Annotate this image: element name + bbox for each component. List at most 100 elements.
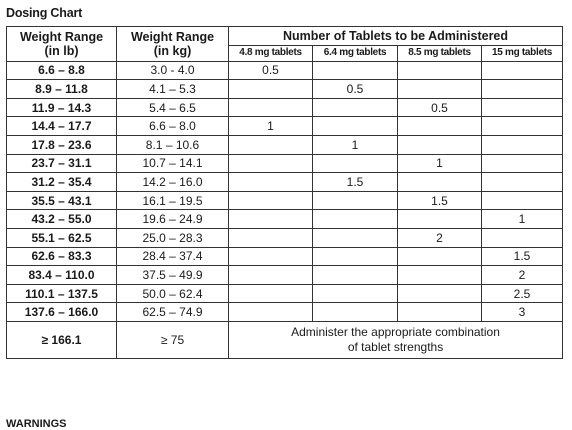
cell-weight-lb: 43.2 – 55.0 [6, 209, 117, 229]
combination-note: Administer the appropriate combination o… [227, 320, 564, 359]
cell-tablet-count [312, 283, 398, 304]
table-row: 110.1 – 137.5 50.0 – 62.4 2.5 [6, 283, 564, 304]
cell-weight-kg: 14.2 – 16.0 [116, 172, 229, 192]
cell-weight-kg: 8.1 – 10.6 [116, 134, 229, 155]
header-weight-lb: Weight Range (in lb) [6, 26, 117, 62]
cell-weight-kg: 10.7 – 14.1 [116, 153, 229, 174]
cell-weight-lb: 83.4 – 110.0 [6, 265, 117, 285]
cell-weight-lb: 11.9 – 14.3 [6, 97, 117, 118]
chart-title: Dosing Chart [6, 6, 83, 20]
cell-weight-kg: 3.0 - 4.0 [116, 60, 229, 81]
cell-tablet-count [228, 172, 313, 192]
cell-tablet-count [397, 209, 482, 229]
cell-tablet-count: 1 [397, 153, 482, 174]
table-row: 14.4 – 17.7 6.6 – 8.0 1 [6, 116, 564, 136]
cell-weight-kg: ≥ 75 [116, 320, 229, 359]
cell-weight-lb: 55.1 – 62.5 [6, 227, 117, 248]
cell-weight-kg: 4.1 – 5.3 [116, 79, 229, 99]
cell-weight-kg: 6.6 – 8.0 [116, 116, 229, 136]
cell-tablet-count [312, 153, 398, 174]
cell-tablet-count [397, 265, 482, 285]
combination-note-line1: Administer the appropriate combination [291, 324, 500, 339]
cell-weight-kg: 19.6 – 24.9 [116, 209, 229, 229]
cell-tablet-count [312, 302, 398, 322]
cell-tablet-count [397, 79, 482, 99]
cell-tablet-count [312, 246, 398, 267]
cell-tablet-count [228, 283, 313, 304]
dosing-table: Weight Range (in lb) Weight Range (in kg) … [6, 26, 564, 359]
header-tablet-8-5mg: 8.5 mg tablets [397, 44, 482, 62]
cell-tablet-count [312, 60, 398, 81]
cell-tablet-count [228, 190, 313, 211]
cell-tablet-count [480, 134, 564, 155]
cell-weight-lb: 137.6 – 166.0 [6, 302, 117, 322]
table-row: 35.5 – 43.1 16.1 – 19.5 1.5 [6, 190, 564, 211]
cell-tablet-count [228, 153, 313, 174]
cell-tablet-count [480, 60, 564, 81]
header-tablets-group: Number of Tablets to be Administered [227, 26, 564, 46]
cell-tablet-count [228, 134, 313, 155]
cell-tablet-count: 1 [312, 134, 398, 155]
table-row: 43.2 – 55.0 19.6 – 24.9 1 [6, 209, 564, 229]
cell-weight-kg: 62.5 – 74.9 [116, 302, 229, 322]
cell-tablet-count [480, 79, 564, 99]
cell-weight-kg: 37.5 – 49.9 [116, 265, 229, 285]
cell-weight-lb: 110.1 – 137.5 [6, 283, 117, 304]
cell-weight-kg: 28.4 – 37.4 [116, 246, 229, 267]
cell-tablet-count [312, 97, 398, 118]
header-weight-kg: Weight Range (in kg) [116, 26, 229, 62]
cell-tablet-count [480, 116, 564, 136]
table-row: 11.9 – 14.3 5.4 – 6.5 0.5 [6, 97, 564, 118]
cell-tablet-count [312, 190, 398, 211]
cell-weight-lb: 62.6 – 83.3 [6, 246, 117, 267]
cell-tablet-count: 1.5 [312, 172, 398, 192]
cell-tablet-count [480, 190, 564, 211]
cell-tablet-count [397, 302, 482, 322]
cell-weight-kg: 16.1 – 19.5 [116, 190, 229, 211]
warnings-heading: WARNINGS [6, 418, 67, 430]
table-row: 137.6 – 166.0 62.5 – 74.9 3 [6, 302, 564, 322]
cell-tablet-count: 3 [480, 302, 564, 322]
cell-tablet-count [480, 227, 564, 248]
cell-tablet-count: 1.5 [397, 190, 482, 211]
cell-tablet-count [397, 116, 482, 136]
table-row: 83.4 – 110.0 37.5 – 49.9 2 [6, 265, 564, 285]
cell-tablet-count [397, 246, 482, 267]
cell-weight-lb: 8.9 – 11.8 [6, 79, 117, 99]
cell-tablet-count [312, 116, 398, 136]
cell-tablet-count: 1 [480, 209, 564, 229]
cell-tablet-count [397, 172, 482, 192]
cell-tablet-count: 1 [228, 116, 313, 136]
cell-tablet-count: 0.5 [312, 79, 398, 99]
cell-weight-lb: 35.5 – 43.1 [6, 190, 117, 211]
table-row: 17.8 – 23.6 8.1 – 10.6 1 [6, 134, 564, 155]
table-row: 31.2 – 35.4 14.2 – 16.0 1.5 [6, 172, 564, 192]
header-tablet-15mg: 15 mg tablets [480, 44, 564, 62]
table-row: 55.1 – 62.5 25.0 – 28.3 2 [6, 227, 564, 248]
cell-tablet-count [228, 265, 313, 285]
cell-tablet-count: 1.5 [480, 246, 564, 267]
cell-weight-lb: 6.6 – 8.8 [6, 60, 117, 81]
cell-weight-kg: 25.0 – 28.3 [116, 227, 229, 248]
cell-weight-lb: 17.8 – 23.6 [6, 134, 117, 155]
cell-tablet-count: 2.5 [480, 283, 564, 304]
cell-tablet-count [228, 227, 313, 248]
cell-weight-kg: 5.4 – 6.5 [116, 97, 229, 118]
combination-note-line2: of tablet strengths [347, 339, 444, 354]
cell-weight-lb: 14.4 – 17.7 [6, 116, 117, 136]
cell-tablet-count [312, 209, 398, 229]
cell-tablet-count [480, 153, 564, 174]
cell-tablet-count [228, 79, 313, 99]
cell-weight-kg: 50.0 – 62.4 [116, 283, 229, 304]
cell-weight-lb: 31.2 – 35.4 [6, 172, 117, 192]
table-row: 23.7 – 31.1 10.7 – 14.1 1 [6, 153, 564, 174]
cell-tablet-count [312, 265, 398, 285]
table-row: 8.9 – 11.8 4.1 – 5.3 0.5 [6, 79, 564, 99]
cell-tablet-count [228, 97, 313, 118]
header-tablet-4-8mg: 4.8 mg tablets [228, 44, 313, 62]
table-row: 6.6 – 8.8 3.0 - 4.0 0.5 [6, 60, 564, 81]
cell-tablet-count: 2 [397, 227, 482, 248]
cell-tablet-count [228, 246, 313, 267]
cell-tablet-count [480, 172, 564, 192]
cell-tablet-count: 0.5 [397, 97, 482, 118]
